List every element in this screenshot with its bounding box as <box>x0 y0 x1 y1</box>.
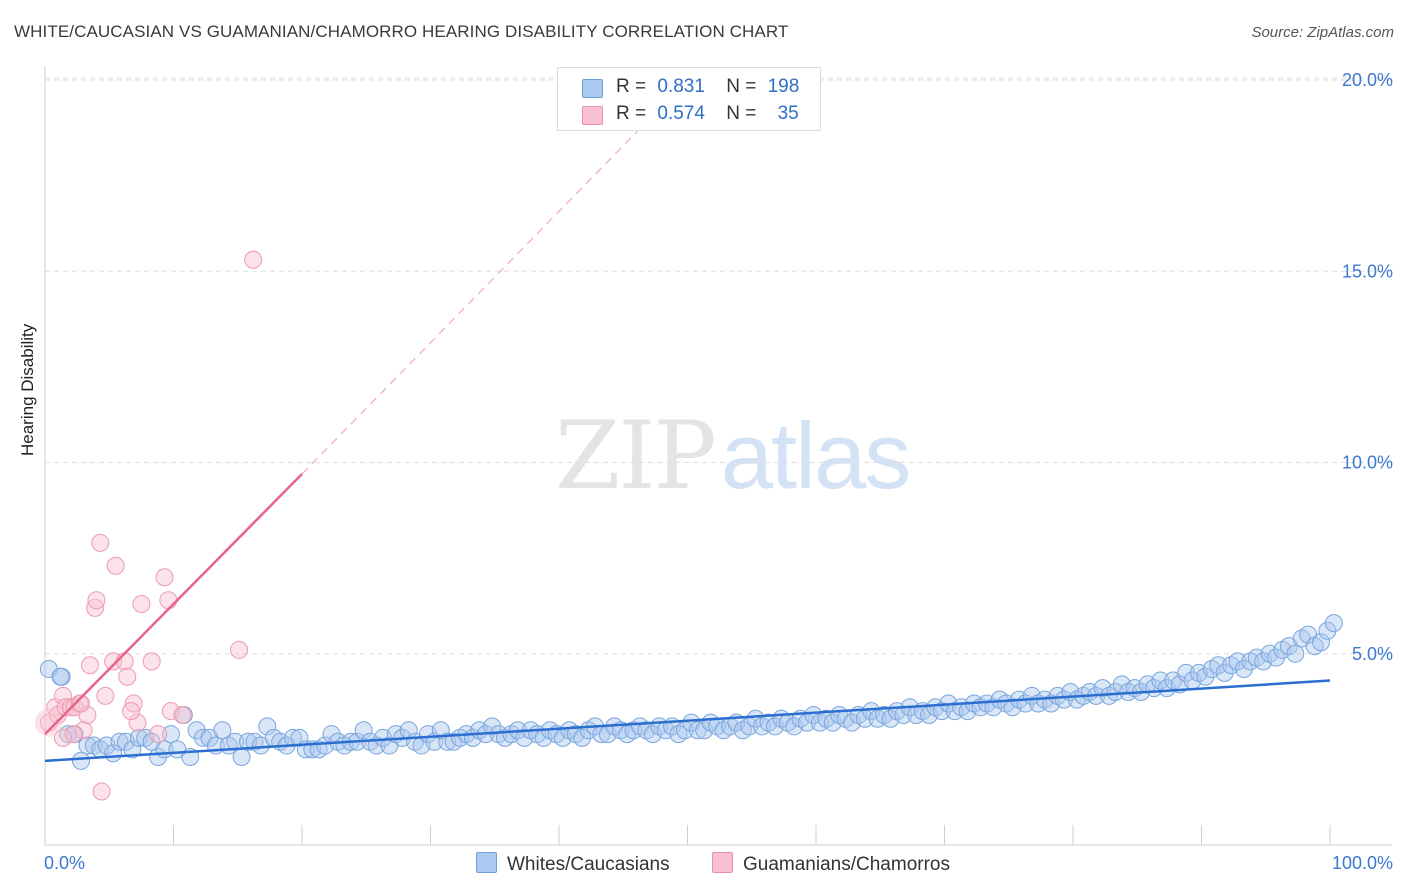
point-whites <box>1209 656 1228 675</box>
stats-box: R = 0.831 N = 198 R = 0.574 N = 35 <box>557 67 821 131</box>
point-whites <box>226 732 245 751</box>
y-axis-label: Hearing Disability <box>18 323 37 456</box>
point-guamanians <box>115 652 134 671</box>
watermark-atlas: atlas <box>720 403 912 508</box>
point-whites <box>1312 633 1331 652</box>
source-label: Source: ZipAtlas.com <box>1251 24 1394 41</box>
point-guamanians <box>230 640 249 659</box>
point-whites <box>1234 660 1253 679</box>
y-tick-label: 10.0% <box>1342 453 1393 473</box>
point-guamanians <box>96 686 115 705</box>
point-whites <box>354 721 373 740</box>
point-whites <box>213 721 232 740</box>
trend-extension-guamanians <box>301 79 688 475</box>
point-whites <box>1106 683 1125 701</box>
point-guamanians <box>87 591 106 610</box>
point-whites <box>1177 663 1196 682</box>
point-whites <box>1228 652 1247 671</box>
point-whites <box>1055 690 1074 709</box>
point-guamanians <box>155 568 174 587</box>
point-guamanians <box>173 705 192 724</box>
stats-swatch-whites <box>582 79 603 98</box>
point-whites <box>1267 648 1286 667</box>
point-guamanians <box>149 725 168 744</box>
x-tick-label: 0.0% <box>44 853 85 873</box>
point-guamanians <box>92 782 111 801</box>
stats-r-value: 0.574 <box>657 103 705 124</box>
point-whites <box>1286 644 1305 663</box>
point-guamanians <box>244 250 263 269</box>
stats-r-label: R = <box>616 103 647 124</box>
point-whites <box>1215 663 1234 682</box>
stats-n-value: 35 <box>777 103 799 124</box>
point-guamanians <box>122 702 141 721</box>
point-guamanians <box>78 705 97 724</box>
legend-label-whites: Whites/Caucasians <box>507 854 670 875</box>
point-guamanians <box>159 591 178 610</box>
stats-r-label: R = <box>616 76 647 97</box>
y-tick-label: 5.0% <box>1352 644 1393 664</box>
point-guamanians <box>142 652 161 671</box>
point-guamanians <box>74 721 93 740</box>
point-guamanians-cluster <box>34 708 63 737</box>
point-guamanians <box>86 598 105 617</box>
point-guamanians <box>161 702 180 721</box>
point-whites <box>1196 667 1215 686</box>
point-guamanians <box>106 556 125 575</box>
point-whites <box>123 740 142 759</box>
legend-swatch-guamanians <box>712 852 733 873</box>
point-whites <box>71 751 90 770</box>
trend-line-guamanians <box>44 473 303 735</box>
watermark-zip: ZIP <box>555 402 717 511</box>
x-tick-label: 100.0% <box>1332 853 1393 873</box>
point-whites <box>161 725 180 744</box>
stats-r-value: 0.831 <box>657 76 705 97</box>
point-whites <box>232 748 251 767</box>
point-whites <box>932 702 951 721</box>
point-whites <box>1324 614 1343 633</box>
point-whites <box>483 717 502 736</box>
watermark: ZIPatlas <box>555 402 912 511</box>
point-guamanians <box>118 667 137 686</box>
y-tick-label: 15.0% <box>1342 261 1393 281</box>
point-guamanians <box>132 595 151 614</box>
legend-swatch-whites <box>476 852 497 873</box>
point-guamanians <box>128 713 147 732</box>
legend: Whites/Caucasians Guamanians/Chamorros <box>0 852 1406 876</box>
legend-item-guamanians[interactable]: Guamanians/Chamorros <box>712 852 950 876</box>
chart-title: WHITE/CAUCASIAN VS GUAMANIAN/CHAMORRO HE… <box>14 22 789 41</box>
stats-n-value: 198 <box>767 76 800 97</box>
point-guamanians <box>53 728 72 747</box>
point-whites <box>431 721 450 740</box>
stats-n-label: N = <box>726 76 757 97</box>
point-guamanians <box>91 533 110 552</box>
point-whites <box>51 667 70 686</box>
point-guamanians <box>64 725 83 744</box>
stats-n-label: N = <box>726 103 757 124</box>
legend-label-guamanians: Guamanians/Chamorros <box>743 854 950 875</box>
point-whites <box>290 728 309 747</box>
point-guamanians <box>80 656 99 675</box>
trend-line-whites <box>44 679 1331 763</box>
point-whites <box>1151 671 1170 690</box>
point-guamanians <box>71 694 90 713</box>
point-whites <box>573 728 592 747</box>
legend-item-whites[interactable]: Whites/Caucasians <box>476 852 670 876</box>
y-tick-label: 20.0% <box>1342 70 1393 90</box>
point-whites <box>1318 621 1337 640</box>
point-whites <box>258 717 277 736</box>
stats-swatch-guamanians <box>582 106 603 125</box>
